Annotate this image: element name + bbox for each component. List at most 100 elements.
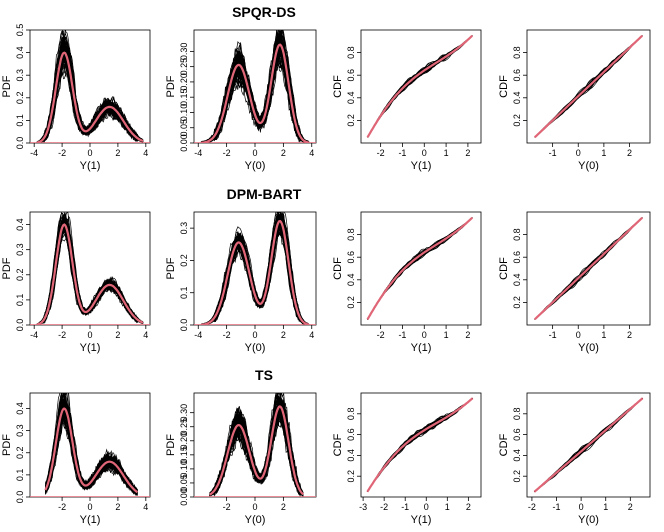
x-axis-label: Y(0) (578, 160, 599, 172)
x-tick-label: 2 (281, 330, 286, 340)
x-tick-label: 4 (143, 148, 148, 158)
y-axis-label: PDF (1, 75, 13, 97)
x-tick-label: -2 (377, 330, 385, 340)
y-tick-label: 0.2 (512, 114, 522, 127)
curve-layer (533, 34, 644, 139)
y-tick-label: 0.20 (179, 432, 189, 450)
panel-r1-c3: -1 0 1 2 0.2 0.4 0.6 0.8 Y(0) CDF (498, 211, 651, 354)
y-tick-label: 0.6 (346, 69, 356, 82)
x-tick-label: -4 (30, 148, 38, 158)
x-tick-label: -1 (401, 502, 409, 512)
x-tick-label: -2 (377, 148, 385, 158)
x-tick-label: 4 (309, 330, 314, 340)
true-curve-line (36, 223, 144, 325)
y-axis-label: CDF (332, 75, 344, 98)
plot-frame (360, 392, 482, 498)
y-tick-label: 0.4 (512, 274, 522, 287)
x-tick-label: -4 (194, 148, 202, 158)
y-tick-label: 0.2 (346, 296, 356, 309)
y-axis-label: PDF (165, 434, 177, 456)
x-tick-label: 0 (252, 330, 257, 340)
y-tick-label: 0.3 (179, 222, 189, 235)
x-tick-label: 0 (422, 148, 427, 158)
y-tick-label: 0.05 (179, 119, 189, 137)
y-tick-label: 0.4 (15, 218, 25, 231)
y-tick-label: 0.8 (512, 408, 522, 421)
y-tick-label: 0.2 (179, 254, 189, 267)
y-tick-label: 0.4 (512, 92, 522, 105)
y-tick-label: 0.30 (179, 404, 189, 422)
y-tick-label: 0.25 (179, 418, 189, 436)
x-tick-label: 0 (252, 502, 257, 512)
y-tick-label: 0.3 (15, 69, 25, 82)
posterior-draw-line (367, 217, 473, 320)
x-tick-label: 0 (87, 330, 92, 340)
y-tick-label: 0.8 (346, 46, 356, 59)
y-tick-label: 0.00 (179, 134, 189, 152)
x-tick-label: 0 (422, 330, 427, 340)
y-tick-label: 0.5 (15, 24, 25, 37)
plot-frame (526, 29, 651, 144)
y-tick-label: 0.2 (15, 92, 25, 105)
true-curve-line (44, 407, 139, 494)
curve-layer (533, 397, 644, 493)
y-axis-label: PDF (165, 75, 177, 97)
x-tick-label: -2 (528, 502, 536, 512)
x-tick-label: 2 (627, 148, 632, 158)
panel-r2-c0: -2 0 2 4 0.0 0.1 0.2 0.3 0.4 Y(1) PDF (1, 392, 151, 526)
curve-layer (194, 393, 316, 497)
y-tick-label: 0.1 (15, 114, 25, 127)
panel-r1-c0: -4 -2 0 2 4 0.0 0.1 0.2 0.3 0.4 Y(1) PDF (1, 211, 151, 354)
y-tick-label: 0.05 (179, 474, 189, 492)
x-axis-label: Y(1) (411, 514, 432, 526)
x-tick-label: 2 (466, 502, 471, 512)
x-tick-label: 1 (445, 502, 450, 512)
panel-r1-c2: -2 -1 0 1 2 0.2 0.4 0.6 0.8 Y(1) CDF (332, 211, 482, 354)
curve-layer (366, 216, 474, 320)
x-tick-label: 0 (87, 148, 92, 158)
y-tick-label: 0.20 (179, 73, 189, 91)
true-curve-line (201, 219, 310, 325)
x-tick-label: 2 (115, 148, 120, 158)
y-tick-label: 0.4 (15, 46, 25, 59)
x-tick-label: -2 (58, 502, 66, 512)
y-tick-label: 0.2 (15, 446, 25, 459)
x-tick-label: -2 (380, 502, 388, 512)
y-tick-label: 0.0 (15, 319, 25, 332)
x-tick-label: 4 (309, 148, 314, 158)
row-title-ts: TS (255, 367, 273, 383)
y-tick-label: 0.1 (15, 294, 25, 307)
x-tick-label: 0 (576, 330, 581, 340)
y-tick-label: 0.0 (15, 491, 25, 504)
x-tick-label: 1 (603, 502, 608, 512)
plot-frame (360, 29, 482, 144)
posterior-draw-line (44, 407, 138, 493)
x-tick-label: -4 (30, 330, 38, 340)
x-tick-label: 2 (115, 330, 120, 340)
x-axis-label: Y(1) (411, 342, 432, 354)
true-curve-line (200, 43, 310, 143)
x-tick-label: 2 (465, 148, 470, 158)
posterior-draw-line (367, 35, 473, 138)
y-tick-label: 0.25 (179, 58, 189, 76)
y-tick-label: 0.0 (179, 319, 189, 332)
x-axis-label: Y(0) (245, 342, 266, 354)
y-axis-label: CDF (498, 75, 510, 98)
y-tick-label: 0.4 (346, 92, 356, 105)
true-curve-line (366, 397, 474, 493)
plot-frame (360, 211, 482, 326)
true-curve-line (533, 34, 644, 139)
x-axis-label: Y(1) (411, 160, 432, 172)
y-tick-label: 0.15 (179, 446, 189, 464)
x-axis-label: Y(0) (578, 342, 599, 354)
y-tick-label: 0.00 (179, 488, 189, 506)
y-tick-label: 0.8 (512, 46, 522, 59)
x-tick-label: 1 (444, 330, 449, 340)
y-tick-label: 0.2 (346, 114, 356, 127)
x-axis-label: Y(1) (80, 160, 101, 172)
true-curve-line (533, 216, 644, 321)
x-tick-label: 2 (465, 330, 470, 340)
x-tick-label: -1 (398, 148, 406, 158)
x-axis-label: Y(1) (80, 342, 101, 354)
